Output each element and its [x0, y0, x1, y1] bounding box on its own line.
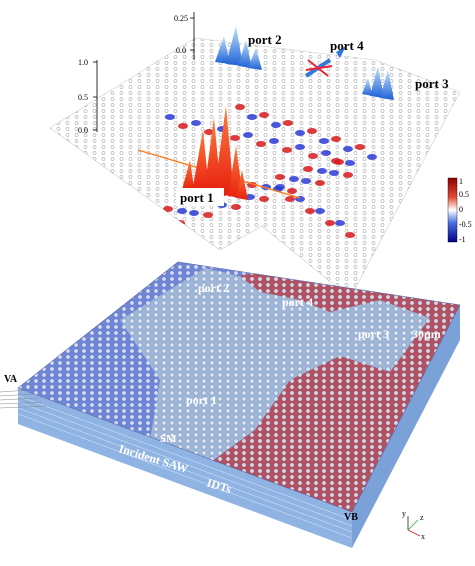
colorbar-tick: -1	[459, 235, 466, 244]
field-blob	[315, 208, 325, 214]
field-blob	[305, 208, 315, 214]
field-blob	[295, 130, 305, 136]
va-label: VA	[4, 374, 18, 385]
field-blob	[259, 196, 269, 202]
device-port3-label: port 3	[358, 327, 389, 341]
field-blob	[235, 104, 245, 110]
field-blob	[189, 210, 199, 216]
field-map-plot: 1.0 0.5 0.0 0.25 0.0	[49, 12, 472, 299]
scale-bar-label: 30μm	[412, 327, 441, 341]
port2-label: port 2	[248, 32, 282, 47]
field-blob	[355, 144, 365, 150]
colorbar: 1 0.5 0 -0.5 -1	[447, 177, 472, 244]
field-blob	[175, 220, 185, 226]
left-axis-tick: 1.0	[78, 58, 88, 67]
field-blob	[315, 180, 325, 186]
field-blob	[295, 144, 305, 150]
field-blob	[204, 129, 214, 135]
field-blob	[287, 188, 297, 194]
port3-peaks	[362, 66, 394, 100]
field-blob	[269, 138, 279, 144]
field-blob	[331, 136, 341, 142]
sm-label: SM	[160, 433, 177, 445]
field-blob	[345, 232, 355, 238]
field-blob	[163, 206, 173, 212]
axis-x-label: x	[421, 532, 425, 541]
device-port4-label: port 4	[282, 295, 313, 309]
field-blob	[231, 204, 241, 210]
idt-fingers-left	[0, 389, 47, 409]
field-blob	[133, 226, 143, 232]
field-blob	[259, 112, 269, 118]
field-blob	[178, 123, 188, 129]
field-blob	[203, 212, 213, 218]
device-port2-label: port 2	[198, 281, 229, 295]
field-blob	[307, 128, 317, 134]
port1-label-bg	[176, 188, 224, 206]
field-blob	[367, 154, 377, 160]
field-blob	[343, 172, 353, 178]
colorbar-tick: 0.5	[459, 190, 469, 199]
field-blob	[256, 141, 266, 147]
port4-marker	[304, 46, 346, 78]
port3-label: port 3	[415, 76, 449, 91]
port1-peaks	[182, 106, 248, 200]
field-blob	[191, 120, 201, 126]
back-axis: 0.25 0.0	[174, 12, 195, 60]
field-blob	[149, 216, 159, 222]
field-blob	[147, 228, 157, 234]
port4-label: port 4	[330, 38, 364, 53]
field-blob	[247, 114, 257, 120]
field-blob	[283, 120, 293, 126]
field-blob	[301, 178, 311, 184]
port1-label: port 1	[180, 190, 214, 205]
device-layer-lines	[17, 395, 353, 539]
axis-y-label: y	[402, 509, 406, 518]
field-blob	[177, 208, 187, 214]
colorbar-tick: 1	[459, 177, 463, 186]
field-blob	[161, 218, 171, 224]
left-axis-tick: 0.0	[78, 126, 88, 135]
colorbar-tick: -0.5	[459, 220, 472, 229]
device-side-left	[18, 388, 352, 548]
back-axis-tick: 0.0	[176, 46, 186, 55]
device-port1-label: port 1	[186, 393, 217, 407]
device-3d: port 2 port 4 port 3 port 1 30μm SM Inci…	[0, 261, 461, 548]
field-blob	[345, 160, 355, 166]
field-blob	[105, 234, 115, 240]
field-blob	[135, 214, 145, 220]
port2-peaks	[215, 26, 262, 70]
field-blob	[271, 122, 281, 128]
field-blob	[343, 146, 353, 152]
field-blob	[319, 138, 329, 144]
field-blob	[275, 174, 285, 180]
field-blob	[325, 220, 335, 226]
field-blob	[230, 135, 240, 141]
axes-triad: y x z	[402, 509, 425, 541]
field-blob	[282, 147, 292, 153]
left-axis: 1.0 0.5 0.0	[78, 58, 98, 135]
field-blob	[308, 153, 318, 159]
device-side-right	[352, 305, 460, 548]
field-blob	[303, 166, 313, 172]
field-blob	[243, 132, 253, 138]
vb-label: VB	[344, 512, 358, 523]
field-blob	[165, 114, 175, 120]
field-blob	[334, 159, 344, 165]
field-blob	[275, 184, 285, 190]
field-blob	[329, 170, 339, 176]
field-blob	[335, 220, 345, 226]
field-blob	[321, 150, 331, 156]
axis-z-label: z	[420, 513, 424, 522]
colorbar-tick: 0	[459, 205, 463, 214]
back-axis-tick: 0.25	[174, 14, 188, 23]
field-blob	[119, 236, 129, 242]
field-blob	[285, 196, 295, 202]
field-blob	[317, 168, 327, 174]
left-axis-tick: 0.5	[78, 93, 88, 102]
field-blob	[289, 176, 299, 182]
